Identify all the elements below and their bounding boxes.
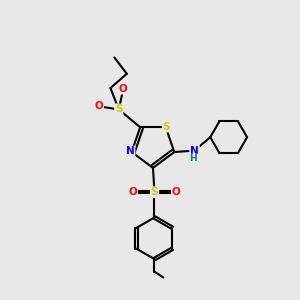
Text: S: S xyxy=(151,187,158,197)
Text: O: O xyxy=(172,187,181,197)
Text: S: S xyxy=(163,122,170,132)
Text: H: H xyxy=(189,154,197,164)
Text: N: N xyxy=(126,146,134,157)
Text: O: O xyxy=(94,101,103,112)
Text: O: O xyxy=(118,84,127,94)
Text: O: O xyxy=(128,187,137,197)
Text: S: S xyxy=(115,104,122,114)
Text: N: N xyxy=(190,146,199,156)
